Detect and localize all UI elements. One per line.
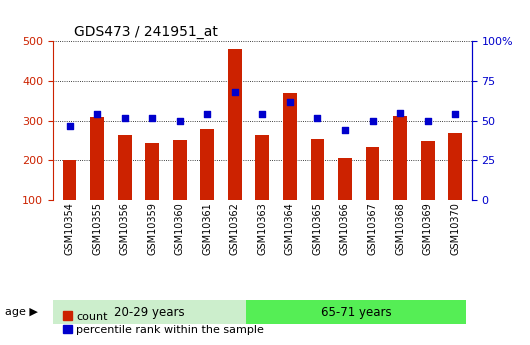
Text: 65-71 years: 65-71 years (321, 306, 391, 319)
Point (423, 118, 432, 124)
Bar (173, 140, 187, 200)
Point (258, 112, 267, 117)
Point (93, 112, 101, 117)
Text: 20-29 years: 20-29 years (114, 306, 185, 319)
Text: GSM10368: GSM10368 (395, 202, 405, 255)
Legend: count, percentile rank within the sample: count, percentile rank within the sample (58, 307, 269, 339)
Point (148, 115, 156, 120)
Point (341, 128, 349, 133)
Point (451, 112, 460, 117)
Point (175, 118, 184, 124)
Text: GSM10370: GSM10370 (450, 202, 460, 255)
Bar (63, 160, 76, 200)
Bar (246, 300, 466, 324)
Point (65, 123, 74, 128)
Text: GSM10355: GSM10355 (92, 202, 102, 255)
Bar (421, 141, 435, 200)
Bar (118, 135, 131, 200)
Point (286, 99, 294, 105)
Text: GSM10364: GSM10364 (285, 202, 295, 255)
Bar (338, 158, 352, 200)
Bar (53, 300, 246, 324)
Bar (366, 147, 379, 200)
Text: GSM10356: GSM10356 (120, 202, 130, 255)
Point (120, 115, 129, 120)
Point (396, 110, 404, 116)
Text: GSM10363: GSM10363 (258, 202, 267, 255)
Text: GSM10362: GSM10362 (230, 202, 240, 255)
Bar (283, 93, 297, 200)
Point (203, 112, 211, 117)
Bar (90, 117, 104, 200)
Text: age ▶: age ▶ (5, 307, 38, 317)
Text: GSM10367: GSM10367 (367, 202, 377, 255)
Bar (393, 116, 407, 200)
Text: GSM10360: GSM10360 (175, 202, 185, 255)
Bar (200, 129, 214, 200)
Text: GSM10365: GSM10365 (313, 202, 322, 255)
Point (231, 89, 239, 95)
Text: GSM10359: GSM10359 (147, 202, 157, 255)
Point (313, 115, 322, 120)
Bar (228, 49, 242, 200)
Bar (145, 142, 159, 200)
Text: GSM10369: GSM10369 (422, 202, 432, 255)
Text: GDS473 / 241951_at: GDS473 / 241951_at (74, 25, 218, 39)
Text: GSM10361: GSM10361 (202, 202, 212, 255)
Point (368, 118, 377, 124)
Text: GSM10354: GSM10354 (65, 202, 75, 255)
Text: GSM10366: GSM10366 (340, 202, 350, 255)
Bar (255, 135, 269, 200)
Bar (311, 139, 324, 200)
Bar (448, 132, 462, 200)
